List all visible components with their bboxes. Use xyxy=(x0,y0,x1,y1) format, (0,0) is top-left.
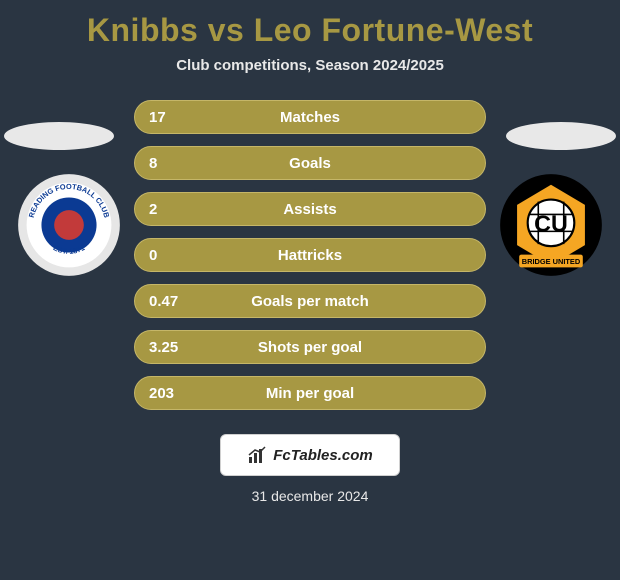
stat-pill: 0.47Goals per match xyxy=(134,284,486,318)
stat-value-left: 2 xyxy=(149,201,157,218)
stat-pill: 2Assists xyxy=(134,192,486,226)
page-title: Knibbs vs Leo Fortune-West xyxy=(0,0,620,49)
stat-label: Assists xyxy=(135,201,485,218)
brand-badge: FcTables.com xyxy=(220,434,400,476)
stat-value-left: 8 xyxy=(149,155,157,172)
stat-row: 8Goals xyxy=(0,140,620,186)
stat-row: 0Hattricks xyxy=(0,232,620,278)
stat-row: 0.47Goals per match xyxy=(0,278,620,324)
stat-label: Min per goal xyxy=(135,385,485,402)
stat-pill: 17Matches xyxy=(134,100,486,134)
stat-pill: 3.25Shots per goal xyxy=(134,330,486,364)
stat-label: Matches xyxy=(135,109,485,126)
stat-label: Shots per goal xyxy=(135,339,485,356)
stat-pill: 203Min per goal xyxy=(134,376,486,410)
stat-value-left: 0 xyxy=(149,247,157,264)
stat-label: Hattricks xyxy=(135,247,485,264)
subtitle: Club competitions, Season 2024/2025 xyxy=(0,57,620,74)
stat-value-left: 0.47 xyxy=(149,293,178,310)
stat-row: 2Assists xyxy=(0,186,620,232)
footer-date: 31 december 2024 xyxy=(0,488,620,504)
stats-list: 17Matches8Goals2Assists0Hattricks0.47Goa… xyxy=(0,94,620,416)
stat-row: 3.25Shots per goal xyxy=(0,324,620,370)
stat-value-left: 3.25 xyxy=(149,339,178,356)
stat-value-left: 203 xyxy=(149,385,174,402)
stat-pill: 0Hattricks xyxy=(134,238,486,272)
stat-label: Goals per match xyxy=(135,293,485,310)
chart-icon xyxy=(247,445,267,465)
stat-row: 17Matches xyxy=(0,94,620,140)
stat-label: Goals xyxy=(135,155,485,172)
stat-pill: 8Goals xyxy=(134,146,486,180)
stat-row: 203Min per goal xyxy=(0,370,620,416)
stat-value-left: 17 xyxy=(149,109,166,126)
brand-text: FcTables.com xyxy=(273,447,372,464)
